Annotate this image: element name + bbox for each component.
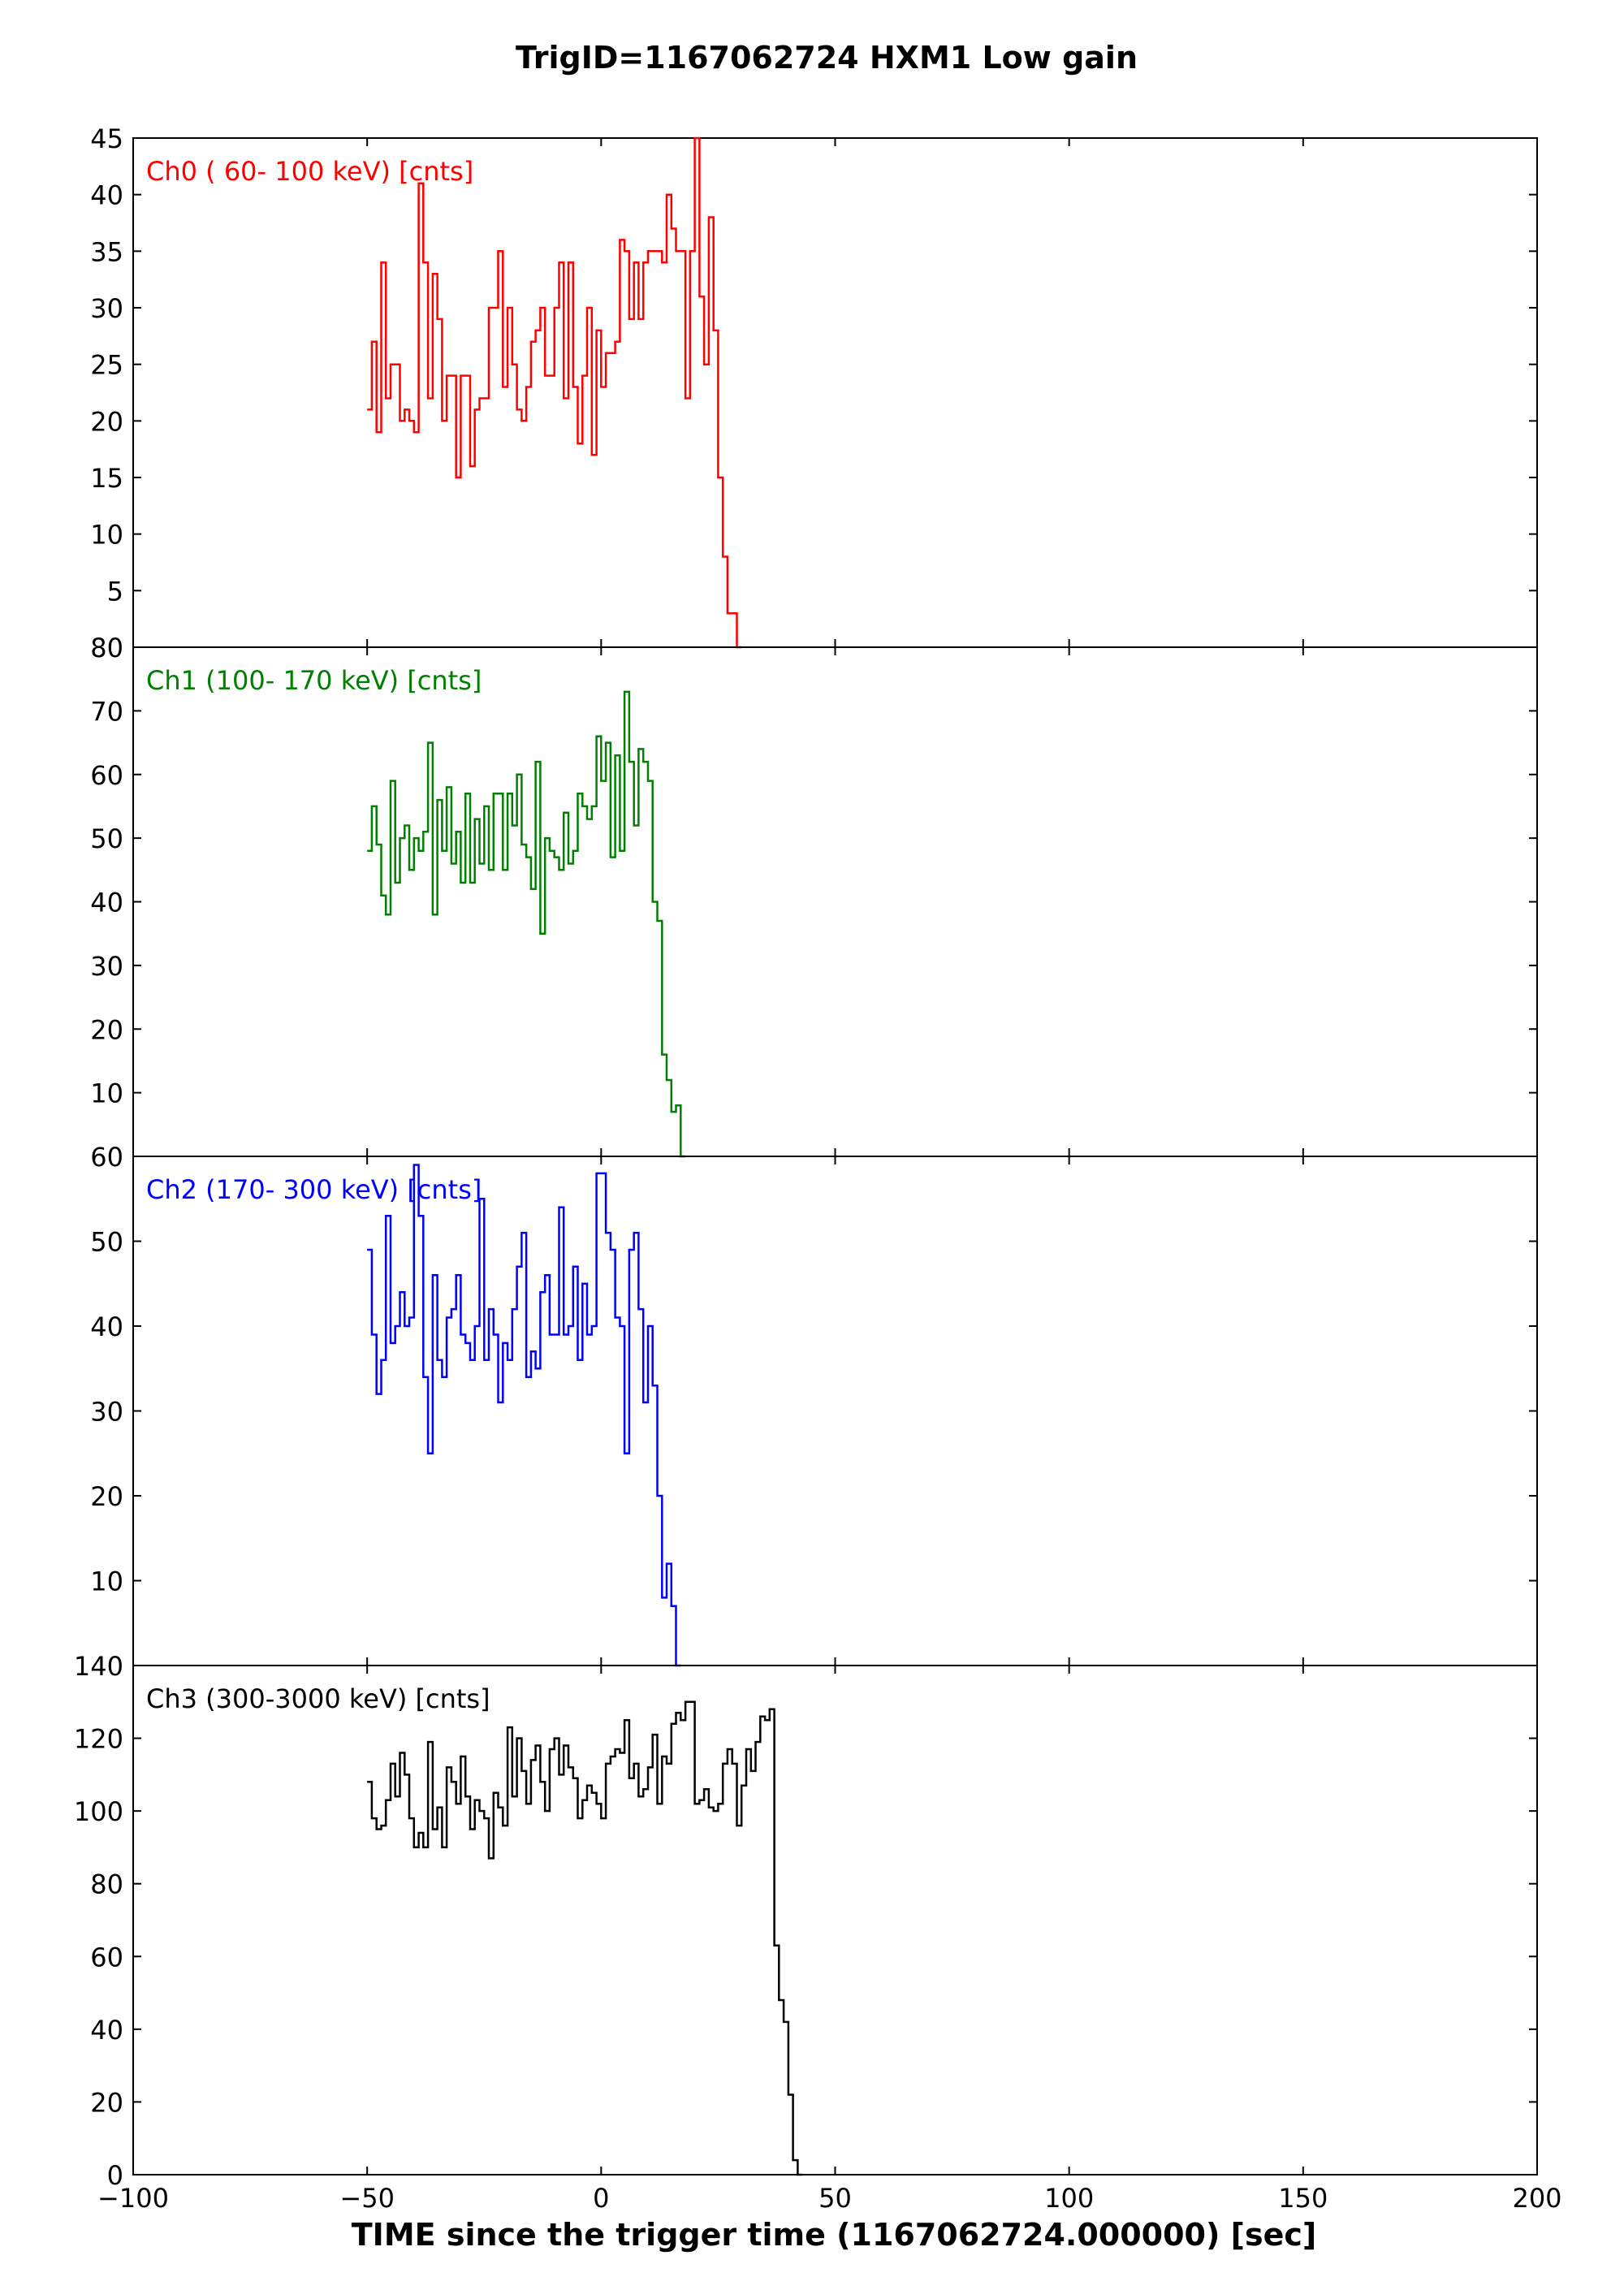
panel-0: 5 10 15 20 25 30 35 40 45 Ch0 ( 60- 100 keV) [cnt… xyxy=(90,123,1538,649)
y-tick-label: 40 xyxy=(90,2015,123,2046)
y-tick-label: 20 xyxy=(90,2087,123,2118)
y-tick-label: 25 xyxy=(90,350,123,381)
y-tick-label: 30 xyxy=(90,293,123,324)
y-tick-label: 0 xyxy=(107,2160,123,2191)
panels-layer: 5 10 15 20 25 30 35 40 45 Ch0 ( 60- 100 keV) [cnt… xyxy=(74,123,1562,2214)
panel-frame xyxy=(132,137,1538,648)
x-tick-label: 200 xyxy=(1512,2183,1561,2214)
panel-3: 0 20 40 60 80 100 120 140 −100 −50 0 50 100 150 200 Ch3… xyxy=(74,1651,1562,2214)
y-tick-label: 80 xyxy=(90,1869,123,1900)
series-line-ch1 xyxy=(367,690,686,1158)
y-tick-label: 30 xyxy=(90,1397,123,1428)
y-tick-label: 30 xyxy=(90,951,123,982)
panel-frame xyxy=(132,646,1538,1157)
y-tick-label: 80 xyxy=(90,633,123,663)
x-tick-label: 50 xyxy=(818,2183,852,2214)
y-tick-label: 15 xyxy=(90,463,123,494)
y-tick-label: 20 xyxy=(90,1481,123,1512)
panel-frame xyxy=(132,1156,1538,1666)
series-line-ch2 xyxy=(367,1164,681,1667)
chart-title: TrigID=1167062724 HXM1 Low gain xyxy=(516,40,1138,76)
x-tick-label: 150 xyxy=(1278,2183,1328,2214)
y-tick-label: 35 xyxy=(90,236,123,267)
x-axis-label: TIME since the trigger time (1167062724.… xyxy=(352,2217,1316,2253)
y-tick-label: 140 xyxy=(74,1651,123,1682)
y-tick-label: 60 xyxy=(90,1942,123,1972)
panel-frame xyxy=(132,1665,1538,2175)
y-tick-label: 5 xyxy=(107,576,123,607)
y-tick-label: 10 xyxy=(90,1566,123,1597)
series-line-ch3 xyxy=(367,1700,803,2176)
y-tick-label: 120 xyxy=(74,1724,123,1755)
y-tick-label: 50 xyxy=(90,1227,123,1258)
y-tick-label: 60 xyxy=(90,1142,123,1173)
series-label-ch1: Ch1 (100- 170 keV) [cnts] xyxy=(146,665,482,696)
y-tick-label: 70 xyxy=(90,696,123,727)
y-tick-label: 20 xyxy=(90,406,123,437)
y-tick-label: 40 xyxy=(90,1311,123,1342)
y-tick-label: 45 xyxy=(90,123,123,154)
y-tick-label: 50 xyxy=(90,823,123,854)
x-tick-label: −100 xyxy=(97,2183,169,2214)
x-tick-label: −50 xyxy=(339,2183,395,2214)
y-tick-label: 40 xyxy=(90,888,123,918)
panel-2: 10 20 30 40 50 60 Ch2 (170- 300 keV) [cnts] xyxy=(90,1142,1538,1667)
series-label-ch3: Ch3 (300-3000 keV) [cnts] xyxy=(146,1683,490,1714)
y-tick-label: 100 xyxy=(74,1796,123,1827)
y-tick-label: 10 xyxy=(90,520,123,551)
x-tick-label: 100 xyxy=(1044,2183,1094,2214)
series-line-ch0 xyxy=(367,136,742,649)
y-tick-label: 20 xyxy=(90,1014,123,1045)
series-label-ch2: Ch2 (170- 300 keV) [cnts] xyxy=(146,1174,482,1205)
panel-1: 10 20 30 40 50 60 70 80 Ch1 (100- 170 keV) [cnts… xyxy=(90,633,1538,1158)
y-tick-label: 60 xyxy=(90,760,123,791)
y-tick-label: 40 xyxy=(90,180,123,211)
x-tick-label: 0 xyxy=(593,2183,609,2214)
series-label-ch0: Ch0 ( 60- 100 keV) [cnts] xyxy=(146,156,473,187)
y-tick-label: 10 xyxy=(90,1078,123,1109)
